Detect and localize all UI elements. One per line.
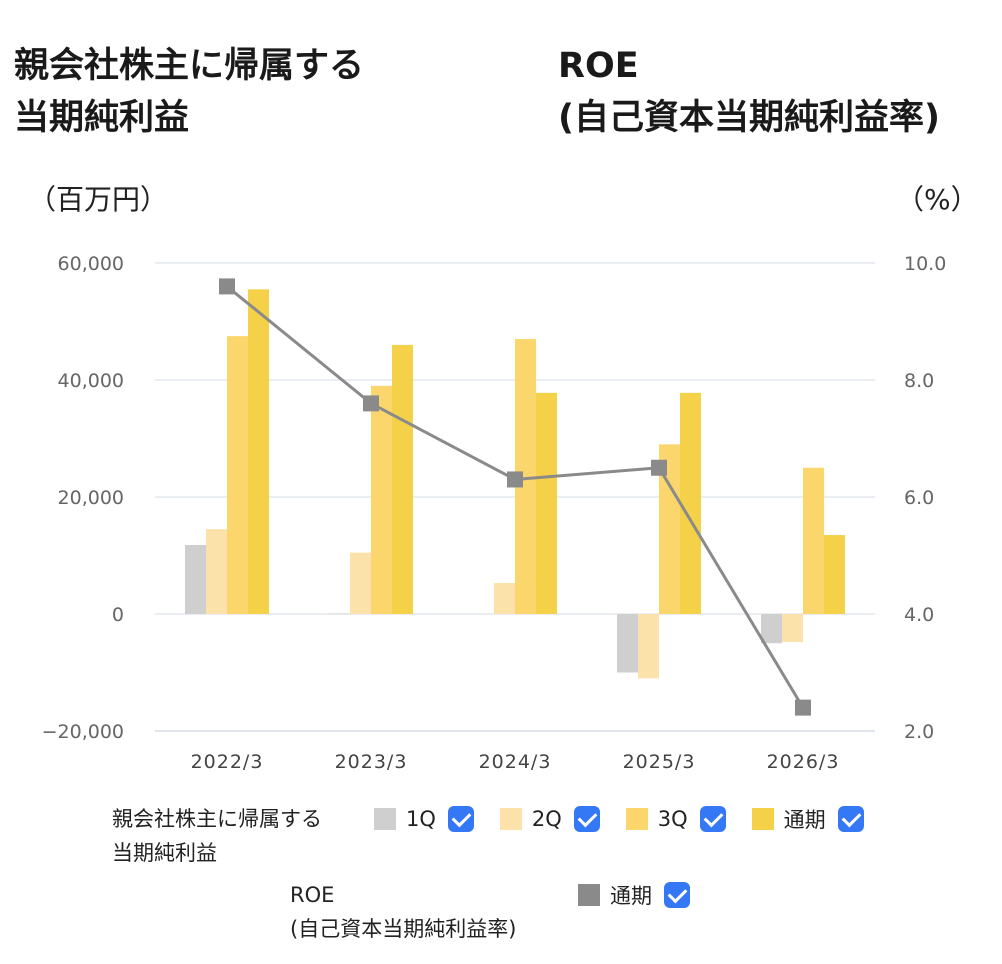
- x-tick-label: 2024/3: [479, 751, 552, 773]
- bar-legend-title: 親会社株主に帰属する 当期純利益: [112, 802, 374, 870]
- right-title-line2: (自己資本当期純利益率): [558, 98, 940, 138]
- bar-legend-item[interactable]: 通期: [751, 804, 890, 834]
- bar: [617, 614, 638, 673]
- bar: [206, 529, 227, 614]
- bar: [824, 535, 845, 614]
- bar: [659, 444, 680, 614]
- bar: [680, 392, 701, 614]
- bar-legend-item[interactable]: 3Q: [625, 806, 752, 832]
- line-legend-title-line2: (自己資本当期純利益率): [290, 917, 517, 941]
- bar: [371, 385, 392, 614]
- y-left-tick-label: −20,000: [42, 721, 124, 743]
- combo-chart: −20,000 0 20,000 40,000 60,000 2.0 4.0 6.0 8.0 10…: [42, 253, 947, 773]
- legend-swatch: [499, 808, 522, 830]
- y-left-tick-label: 20,000: [58, 487, 124, 509]
- bar: [536, 392, 557, 614]
- left-title-line1: 親会社株主に帰属する: [14, 46, 365, 86]
- bar: [329, 613, 350, 615]
- legend-checkbox[interactable]: [699, 806, 726, 832]
- legend-series-name: 2Q: [531, 807, 562, 831]
- right-title-line1: ROE: [558, 46, 639, 86]
- y-right-tick-label: 4.0: [904, 604, 934, 626]
- legend-swatch: [625, 808, 648, 830]
- roe-point: [651, 459, 667, 476]
- left-title-line2: 当期純利益: [14, 98, 190, 138]
- line-legend-title-line1: ROE: [290, 883, 335, 907]
- legend-swatch: [751, 808, 774, 830]
- line-legend-items: 通期: [578, 878, 716, 912]
- bar-legend-title-line2: 当期純利益: [112, 841, 217, 865]
- bar-legend: 親会社株主に帰属する 当期純利益 1Q 2Q 3Q 通期: [112, 802, 890, 870]
- line-legend: ROE (自己資本当期純利益率) 通期: [290, 878, 716, 946]
- bar: [761, 614, 782, 644]
- legend-checkbox[interactable]: [837, 806, 864, 832]
- bar: [350, 552, 371, 614]
- x-tick-label: 2022/3: [191, 751, 264, 773]
- roe-point: [363, 395, 379, 412]
- bar: [494, 582, 515, 614]
- bar: [515, 339, 536, 614]
- bar-legend-item[interactable]: 2Q: [499, 806, 626, 832]
- bar: [638, 614, 659, 679]
- y-left-tick-label: 60,000: [58, 253, 124, 275]
- y-right-tick-label: 6.0: [904, 487, 934, 509]
- legend-series-name: 通期: [610, 884, 652, 908]
- bar: [185, 544, 206, 614]
- roe-point: [219, 278, 235, 295]
- bar-legend-title-line1: 親会社株主に帰属する: [112, 807, 322, 831]
- left-chart-title: 親会社株主に帰属する 当期純利益: [14, 40, 364, 144]
- y-right-tick-label: 8.0: [904, 370, 934, 392]
- bar: [803, 467, 824, 614]
- right-chart-title: ROE (自己資本当期純利益率): [558, 40, 940, 144]
- right-axis-unit: （%）: [896, 183, 979, 216]
- y-right-tick-label: 10.0: [904, 253, 946, 275]
- bar: [782, 614, 803, 643]
- x-tick-label: 2023/3: [335, 751, 408, 773]
- y-right-tick-label: 2.0: [904, 721, 934, 743]
- legend-swatch: [578, 884, 600, 906]
- x-tick-label: 2025/3: [623, 751, 696, 773]
- legend-series-name: 3Q: [657, 807, 688, 831]
- line-legend-title: ROE (自己資本当期純利益率): [290, 878, 578, 946]
- legend-swatch: [374, 808, 396, 830]
- x-tick-label: 2026/3: [767, 751, 840, 773]
- bar-legend-items: 1Q 2Q 3Q 通期: [374, 802, 890, 836]
- line-legend-item[interactable]: 通期: [578, 880, 716, 910]
- bar: [392, 344, 413, 614]
- legend-checkbox[interactable]: [664, 882, 690, 908]
- legend-checkbox[interactable]: [573, 806, 600, 832]
- bar: [248, 289, 269, 614]
- y-left-tick-label: 0: [112, 604, 124, 626]
- left-axis-unit: （百万円）: [28, 183, 169, 216]
- legend-checkbox[interactable]: [447, 806, 474, 832]
- legend-series-name: 1Q: [406, 807, 436, 831]
- roe-point: [795, 699, 811, 716]
- legend-series-name: 通期: [783, 808, 826, 832]
- roe-point: [507, 471, 523, 488]
- bar: [227, 336, 248, 614]
- bar-legend-item[interactable]: 1Q: [374, 806, 500, 832]
- y-left-tick-label: 40,000: [58, 370, 124, 392]
